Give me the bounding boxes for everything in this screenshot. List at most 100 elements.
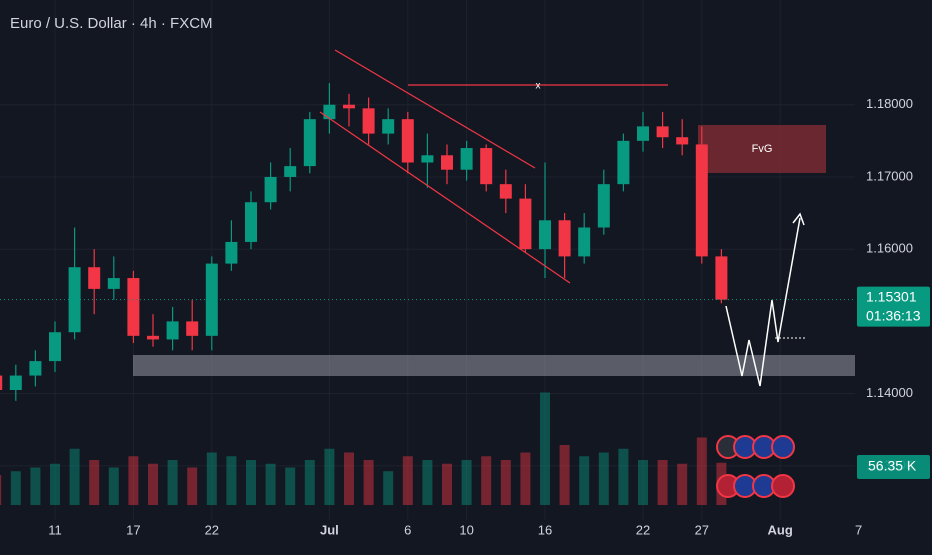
volume-bar [500,460,511,505]
x-tick-label: 6 [404,522,411,537]
candles [0,83,728,401]
volume-bar [481,456,492,505]
volume-bar [148,463,158,505]
candle-body [245,202,257,242]
x-tick-label: 22 [205,522,219,537]
candle-body [127,278,140,336]
candle-body [9,375,22,390]
volume-bar [540,392,550,505]
x-tick-label: 27 [695,522,709,537]
volume-bar [50,463,60,505]
volume-bar [383,471,394,505]
candle-body [107,278,120,289]
candle-body [401,119,414,163]
volume-bar [285,467,296,505]
fvg-zone [698,125,826,173]
volume-bar [618,448,629,505]
event-icon [771,435,795,459]
candle-body [558,220,571,257]
volume-bar [638,460,648,505]
x-tick-label: 17 [126,522,140,537]
x-tick-label: 22 [636,522,650,537]
volume-bar [10,471,21,505]
y-tick-label: 1.17000 [866,168,913,183]
volume-bar [89,460,100,505]
event-icon [771,474,795,498]
volume-label: 56.35 K [868,458,917,474]
candle-body [499,184,512,199]
x-tick-label: Jul [320,522,339,537]
candle-body [656,126,669,138]
volume-bar [69,448,80,505]
x-tick-label: Aug [768,522,793,537]
volume-bar [579,456,590,505]
candle-body [88,267,101,289]
volume-bar [442,463,452,505]
candle-body [382,119,395,134]
candle-body [303,119,316,167]
volume-bar [0,475,2,505]
x-tick-label: 7 [855,522,862,537]
candle-body [205,263,218,336]
candle-body [225,241,238,264]
candle-body [597,184,610,228]
volume-bar [187,467,198,505]
support-zone [133,355,855,376]
volume-bar [344,452,354,505]
candle-body [323,104,336,120]
candle-body [441,155,453,170]
candle-body [343,104,355,109]
volume-bar [422,460,433,505]
volume-bar [559,445,570,505]
candle-body [676,137,689,145]
volume-bar [226,456,237,505]
x-tick-label: 10 [459,522,473,537]
volume-pane [0,392,727,505]
candle-body [186,321,199,336]
candle-body [519,198,532,250]
candle-body [421,155,434,163]
channel-upper [334,49,536,169]
candle-body [49,332,61,362]
event-icons [716,435,795,498]
candle-body [578,227,591,257]
candle-body [362,108,375,134]
volume-bar [696,437,707,505]
volume-bar [108,467,119,505]
channel-lower [319,111,571,284]
candle-body [539,220,551,250]
x-tick-label: 11 [48,522,62,537]
countdown-label: 01:36:13 [866,307,921,323]
volume-bar [30,467,41,505]
candle-body [68,267,81,333]
y-tick-label: 1.14000 [866,385,913,400]
candle-body [147,335,159,340]
volume-bar [246,460,256,505]
fvg-label: FvG [752,143,773,155]
candle-body [0,375,3,390]
candle-body [617,140,630,185]
volume-bar [402,456,413,505]
volume-bar [598,452,609,505]
volume-box [857,455,930,479]
candle-body [29,361,42,376]
level-label: x [536,81,541,92]
candle-body [695,144,708,257]
candle-body [460,148,473,170]
volume-bar [324,448,335,505]
candle-body [264,176,277,203]
chart-title: Euro / U.S. Dollar · 4h · FXCM [10,15,213,32]
projection-path [725,217,801,387]
projection-arrow [792,212,805,226]
volume-bar [657,460,668,505]
volume-bar [304,460,315,505]
candle-body [166,321,179,340]
volume-bar [677,463,688,505]
volume-bar [265,463,276,505]
y-tick-label: 1.16000 [866,241,913,256]
candle-body [637,126,649,141]
last-price-box [857,286,930,327]
